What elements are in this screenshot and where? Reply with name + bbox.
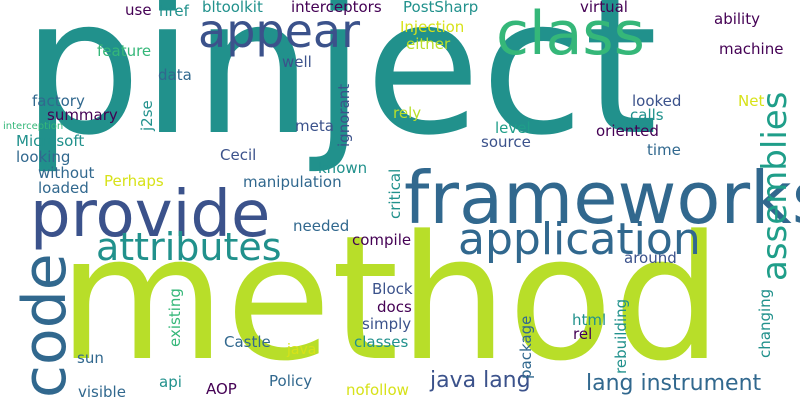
word-changing: changing xyxy=(758,289,773,358)
word-simply: simply xyxy=(362,317,411,332)
word-looking: looking xyxy=(16,150,70,165)
word-visible: visible xyxy=(78,385,126,400)
word-injection: Injection xyxy=(400,20,464,35)
word-attributes: attributes xyxy=(96,228,282,266)
word-code: code xyxy=(15,253,75,398)
word-existing: existing xyxy=(168,288,183,347)
word-feature: feature xyxy=(97,44,151,59)
word-calls: calls xyxy=(630,108,664,123)
word-around: around xyxy=(624,251,677,266)
word-interceptors: interceptors xyxy=(291,0,382,15)
word-rel: rel xyxy=(573,327,592,342)
word-rely: rely xyxy=(393,106,421,121)
word-policy: Policy xyxy=(269,374,312,389)
word-microsoft: Microsoft xyxy=(16,134,84,149)
word-castle: Castle xyxy=(224,335,271,350)
word-compile: compile xyxy=(352,233,411,248)
word-source: source xyxy=(481,135,531,150)
word-bltoolkit: bltoolkit xyxy=(202,0,263,15)
word-package: package xyxy=(519,316,534,379)
word-manipulation: manipulation xyxy=(243,175,342,190)
word-api: api xyxy=(159,375,182,390)
word-ability: ability xyxy=(714,12,760,27)
word-meta: meta xyxy=(295,119,334,134)
word-nofollow: nofollow xyxy=(346,383,409,398)
word-data: data xyxy=(158,68,192,83)
word-postsharp: PostSharp xyxy=(403,0,478,15)
word-machine: machine xyxy=(719,42,783,57)
word-use: use xyxy=(125,3,152,18)
word-docs: docs xyxy=(377,300,412,315)
word-net: Net xyxy=(738,94,764,109)
word-oriented: oriented xyxy=(596,124,659,139)
word-well: well xyxy=(282,55,312,70)
word-aop: AOP xyxy=(206,382,237,397)
word-loaded: loaded xyxy=(38,181,89,196)
word-rebuilding: rebuilding xyxy=(614,299,629,374)
word-time: time xyxy=(647,143,681,158)
word-href: href xyxy=(159,4,189,19)
word-assemblies: assemblies xyxy=(758,92,792,281)
word-needed: needed xyxy=(293,219,349,234)
word-virtual: virtual xyxy=(580,0,628,15)
word-either: either xyxy=(406,37,450,52)
word-block: Block xyxy=(372,282,413,297)
word-sun: sun xyxy=(77,351,104,366)
word-interception: interception xyxy=(3,122,63,132)
word-critical: critical xyxy=(388,169,403,219)
word-perhaps: Perhaps xyxy=(104,174,164,189)
word-j2se: j2se xyxy=(140,100,155,131)
word-classes: classes xyxy=(354,335,408,350)
word-java: java xyxy=(287,343,316,357)
word-java-lang: java lang xyxy=(430,370,531,392)
word-cecil: Cecil xyxy=(220,148,256,163)
word-lang-instrument: lang instrument xyxy=(586,373,761,395)
word-ignorant: ignorant xyxy=(337,84,352,147)
